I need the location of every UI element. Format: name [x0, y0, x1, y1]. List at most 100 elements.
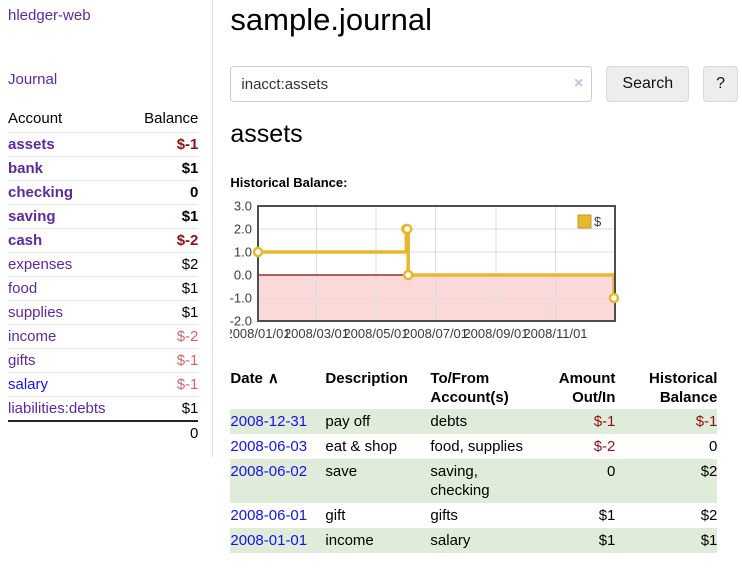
account-link[interactable]: bank — [8, 160, 44, 177]
transaction-amount: $-1 — [593, 413, 616, 430]
account-balance: $-1 — [130, 132, 199, 157]
svg-text:0.0: 0.0 — [234, 268, 252, 283]
transaction-row: 2008-01-01 income salary $1 $1 — [230, 528, 718, 553]
account-balance: $-1 — [130, 372, 199, 397]
transaction-date-link[interactable]: 2008-01-01 — [230, 532, 308, 549]
brand: hledger-web — [8, 7, 198, 24]
historical-balance-chart: 3.0 2.0 1.0 0.0 -1.0 -2.0 2008/01/01 2008/03/01… — [230, 200, 738, 346]
account-balance: 0 — [130, 180, 199, 205]
register-header-amount: Amount Out/In — [558, 370, 616, 406]
svg-text:1.0: 1.0 — [234, 245, 252, 260]
sort-ascending-icon: ∧ — [267, 370, 279, 387]
transaction-accounts: food, supplies — [430, 438, 523, 455]
account-heading: assets — [230, 120, 303, 148]
main-content: sample.journal × Search ? assets Histori… — [213, 0, 742, 553]
account-row: liabilities:debts $1 — [8, 396, 199, 421]
transaction-balance: $1 — [700, 532, 718, 549]
register-header-date[interactable]: Date ∧ — [230, 370, 279, 387]
account-row: assets $-1 — [8, 132, 199, 157]
register-header-balance: Historical Balance — [649, 370, 718, 406]
sidebar: hledger-web Journal Account Balance asse… — [0, 0, 214, 457]
transaction-row: 2008-06-01 gift gifts $1 $2 — [230, 503, 717, 528]
svg-text:2008/05/01: 2008/05/01 — [344, 326, 409, 341]
transaction-description: save — [325, 463, 358, 480]
chart-title: Historical Balance: — [230, 175, 348, 190]
account-balance: $-2 — [130, 324, 199, 349]
register-header-row: Date ∧ Description To/From Account(s) Amo… — [230, 367, 717, 409]
account-row: checking 0 — [8, 180, 199, 205]
account-balance: $1 — [130, 156, 199, 181]
transaction-amount: $1 — [598, 507, 616, 524]
transaction-description: eat & shop — [325, 438, 398, 455]
search-input[interactable] — [230, 66, 593, 102]
transaction-date-link[interactable]: 2008-06-03 — [230, 438, 308, 455]
account-link[interactable]: supplies — [8, 304, 64, 321]
search-button[interactable]: Search — [606, 66, 690, 102]
account-link[interactable]: liabilities:debts — [8, 400, 106, 417]
account-row: gifts $-1 — [8, 348, 199, 373]
svg-text:2.0: 2.0 — [234, 222, 252, 237]
svg-text:2008/11/01: 2008/11/01 — [524, 326, 588, 341]
transaction-description: income — [325, 532, 374, 549]
register-table: Date ∧ Description To/From Account(s) Amo… — [230, 367, 718, 553]
svg-text:3.0: 3.0 — [234, 200, 252, 214]
transaction-accounts: debts — [430, 413, 468, 430]
account-link[interactable]: food — [8, 280, 38, 297]
account-row: income $-2 — [8, 324, 199, 349]
accounts-total-balance: 0 — [130, 420, 199, 445]
brand-link[interactable]: hledger-web — [8, 7, 91, 24]
account-balance: $1 — [130, 396, 199, 421]
svg-text:-2.0: -2.0 — [230, 314, 252, 329]
legend-swatch — [577, 214, 592, 229]
accounts-table: Account Balance assets $-1 bank $1 checking 0… — [8, 107, 199, 445]
account-link[interactable]: income — [8, 328, 57, 345]
nav-journal-link[interactable]: Journal — [8, 71, 58, 88]
account-row: food $1 — [8, 276, 199, 301]
transaction-balance: $-1 — [695, 413, 718, 430]
account-row: supplies $1 — [8, 300, 199, 325]
account-link[interactable]: assets — [8, 136, 55, 153]
accounts-header-balance: Balance — [144, 110, 199, 127]
account-link[interactable]: gifts — [8, 352, 36, 369]
account-balance: $1 — [130, 204, 199, 229]
legend-label: $ — [594, 214, 602, 229]
nav: Journal — [8, 71, 198, 88]
account-link[interactable]: checking — [8, 184, 74, 201]
transaction-row: 2008-12-31 pay off debts $-1 $-1 — [230, 409, 718, 434]
account-balance: $-1 — [130, 348, 199, 373]
hledger-web-app: hledger-web Journal Account Balance asse… — [0, 0, 742, 553]
account-link[interactable]: expenses — [8, 256, 73, 273]
account-row: salary $-1 — [8, 372, 199, 397]
account-balance: $2 — [130, 252, 199, 277]
account-row: bank $1 — [8, 156, 199, 181]
transaction-date-link[interactable]: 2008-06-02 — [230, 463, 308, 480]
transaction-amount: $1 — [598, 532, 616, 549]
transaction-balance: $2 — [700, 507, 718, 524]
transaction-row: 2008-06-03 eat & shop food, supplies $-2 0 — [230, 434, 717, 459]
svg-text:2008/03/01: 2008/03/01 — [284, 326, 349, 341]
register-header-tofrom: To/From Account(s) — [430, 370, 509, 406]
transaction-description: pay off — [325, 413, 371, 430]
account-row: cash $-2 — [8, 228, 199, 253]
clear-search-icon[interactable]: × — [574, 75, 584, 92]
search-box: × — [230, 66, 593, 102]
svg-text:2008/07/01: 2008/07/01 — [403, 326, 468, 341]
account-balance: $-2 — [130, 228, 199, 253]
accounts-total-row: 0 — [8, 420, 199, 445]
transaction-date-link[interactable]: 2008-06-01 — [230, 507, 308, 524]
transaction-date-link[interactable]: 2008-12-31 — [230, 413, 308, 430]
transaction-accounts: saving, checking — [430, 463, 490, 499]
account-balance: $1 — [130, 276, 199, 301]
transaction-balance: 0 — [709, 438, 718, 455]
account-row: expenses $2 — [8, 252, 199, 277]
transaction-row: 2008-06-02 save saving, checking 0 $2 — [230, 459, 718, 503]
account-balance: $1 — [130, 300, 199, 325]
svg-text:2008/01/01: 2008/01/01 — [230, 326, 291, 341]
account-link[interactable]: saving — [8, 208, 56, 225]
account-row: saving $1 — [8, 204, 199, 229]
help-button[interactable]: ? — [703, 66, 738, 102]
transaction-amount: $-2 — [593, 438, 616, 455]
account-link[interactable]: salary — [8, 376, 49, 393]
account-link[interactable]: cash — [8, 232, 43, 249]
accounts-header-account: Account — [8, 110, 63, 127]
